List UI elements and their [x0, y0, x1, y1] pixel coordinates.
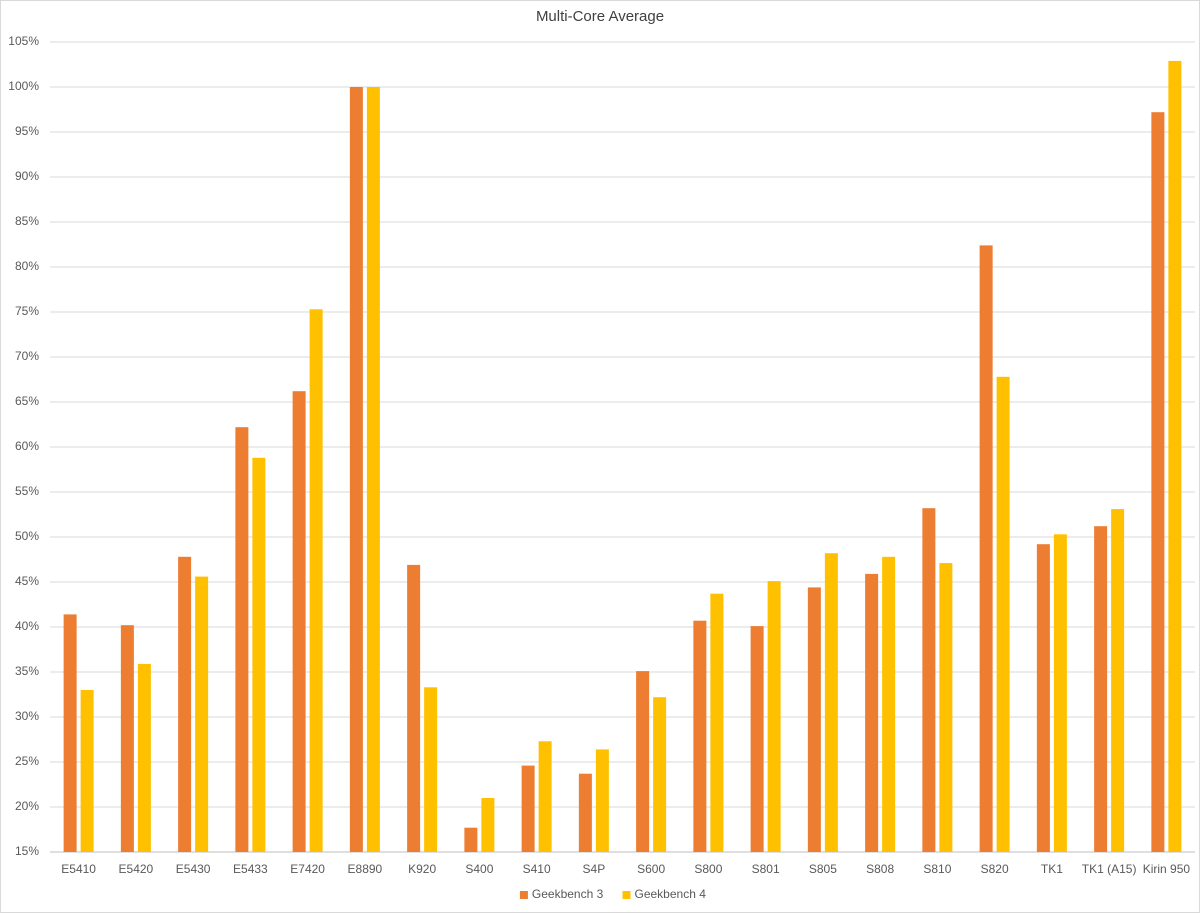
y-tick-label: 30% [15, 709, 39, 723]
bar [882, 556, 896, 852]
bar [653, 697, 667, 852]
x-tick-label: S600 [637, 862, 665, 876]
bar [252, 457, 266, 852]
legend-swatch [519, 891, 528, 899]
bar [710, 593, 724, 852]
bar [636, 671, 650, 852]
bar [309, 309, 323, 852]
x-tick-label: S805 [809, 862, 837, 876]
y-tick-label: 85% [15, 214, 39, 228]
x-tick-label: TK1 [1041, 862, 1063, 876]
x-tick-label: S808 [866, 862, 894, 876]
bar [235, 427, 249, 852]
y-tick-label: 65% [15, 394, 39, 408]
x-tick-label: E5430 [176, 862, 211, 876]
x-tick-label: TK1 (A15) [1082, 862, 1137, 876]
x-tick-label: K920 [408, 862, 436, 876]
x-tick-label: S820 [981, 862, 1009, 876]
legend-swatch [622, 891, 631, 899]
x-tick-label: E5410 [61, 862, 96, 876]
y-tick-label: 100% [8, 79, 39, 93]
bar [521, 765, 535, 852]
bar [1151, 112, 1165, 852]
x-tick-label: S801 [752, 862, 780, 876]
bar [292, 391, 306, 852]
y-tick-label: 55% [15, 484, 39, 498]
bar [137, 663, 151, 852]
bar [195, 576, 209, 852]
x-tick-label: S810 [923, 862, 951, 876]
y-tick-label: 60% [15, 439, 39, 453]
bar [178, 556, 192, 852]
bar [939, 563, 953, 852]
x-tick-label: E5433 [233, 862, 268, 876]
y-tick-label: 20% [15, 799, 39, 813]
bar [922, 508, 936, 852]
bar [693, 620, 707, 852]
y-tick-label: 35% [15, 664, 39, 678]
y-tick-label: 40% [15, 619, 39, 633]
y-tick-label: 25% [15, 754, 39, 768]
y-tick-label: 45% [15, 574, 39, 588]
y-tick-label: 105% [8, 34, 39, 48]
bar [538, 741, 552, 852]
bar [767, 581, 781, 852]
x-tick-label: S410 [523, 862, 551, 876]
x-tick-label: E8890 [348, 862, 383, 876]
bar [824, 553, 838, 852]
bar [865, 573, 879, 852]
chart-title: Multi-Core Average [536, 8, 664, 25]
y-tick-label: 15% [15, 844, 39, 858]
x-tick-label: S400 [465, 862, 493, 876]
y-tick-label: 80% [15, 259, 39, 273]
bar [595, 749, 609, 852]
bar [349, 87, 363, 852]
y-tick-label: 90% [15, 169, 39, 183]
x-tick-label: E7420 [290, 862, 325, 876]
x-tick-label: S4P [583, 862, 606, 876]
legend-label: Geekbench 4 [635, 887, 707, 901]
legend-label: Geekbench 3 [532, 887, 604, 901]
bar [63, 614, 77, 852]
bar [1094, 526, 1108, 852]
bar [807, 587, 821, 852]
y-tick-label: 75% [15, 304, 39, 318]
bar [996, 376, 1010, 852]
bar [80, 690, 94, 852]
bar [979, 245, 993, 852]
y-tick-label: 95% [15, 124, 39, 138]
y-tick-label: 50% [15, 529, 39, 543]
bar [1168, 60, 1182, 852]
bar [750, 626, 764, 852]
x-tick-label: Kirin 950 [1143, 862, 1191, 876]
bar [464, 827, 478, 852]
bar [366, 87, 380, 852]
bar [1053, 534, 1067, 852]
bar [407, 564, 421, 852]
bar [481, 798, 495, 852]
y-tick-label: 70% [15, 349, 39, 363]
x-tick-label: E5420 [119, 862, 154, 876]
x-tick-label: S800 [694, 862, 722, 876]
bar [578, 773, 592, 852]
bar [1111, 509, 1125, 852]
bar [424, 687, 438, 852]
bar [1036, 544, 1050, 852]
bar [120, 625, 134, 852]
